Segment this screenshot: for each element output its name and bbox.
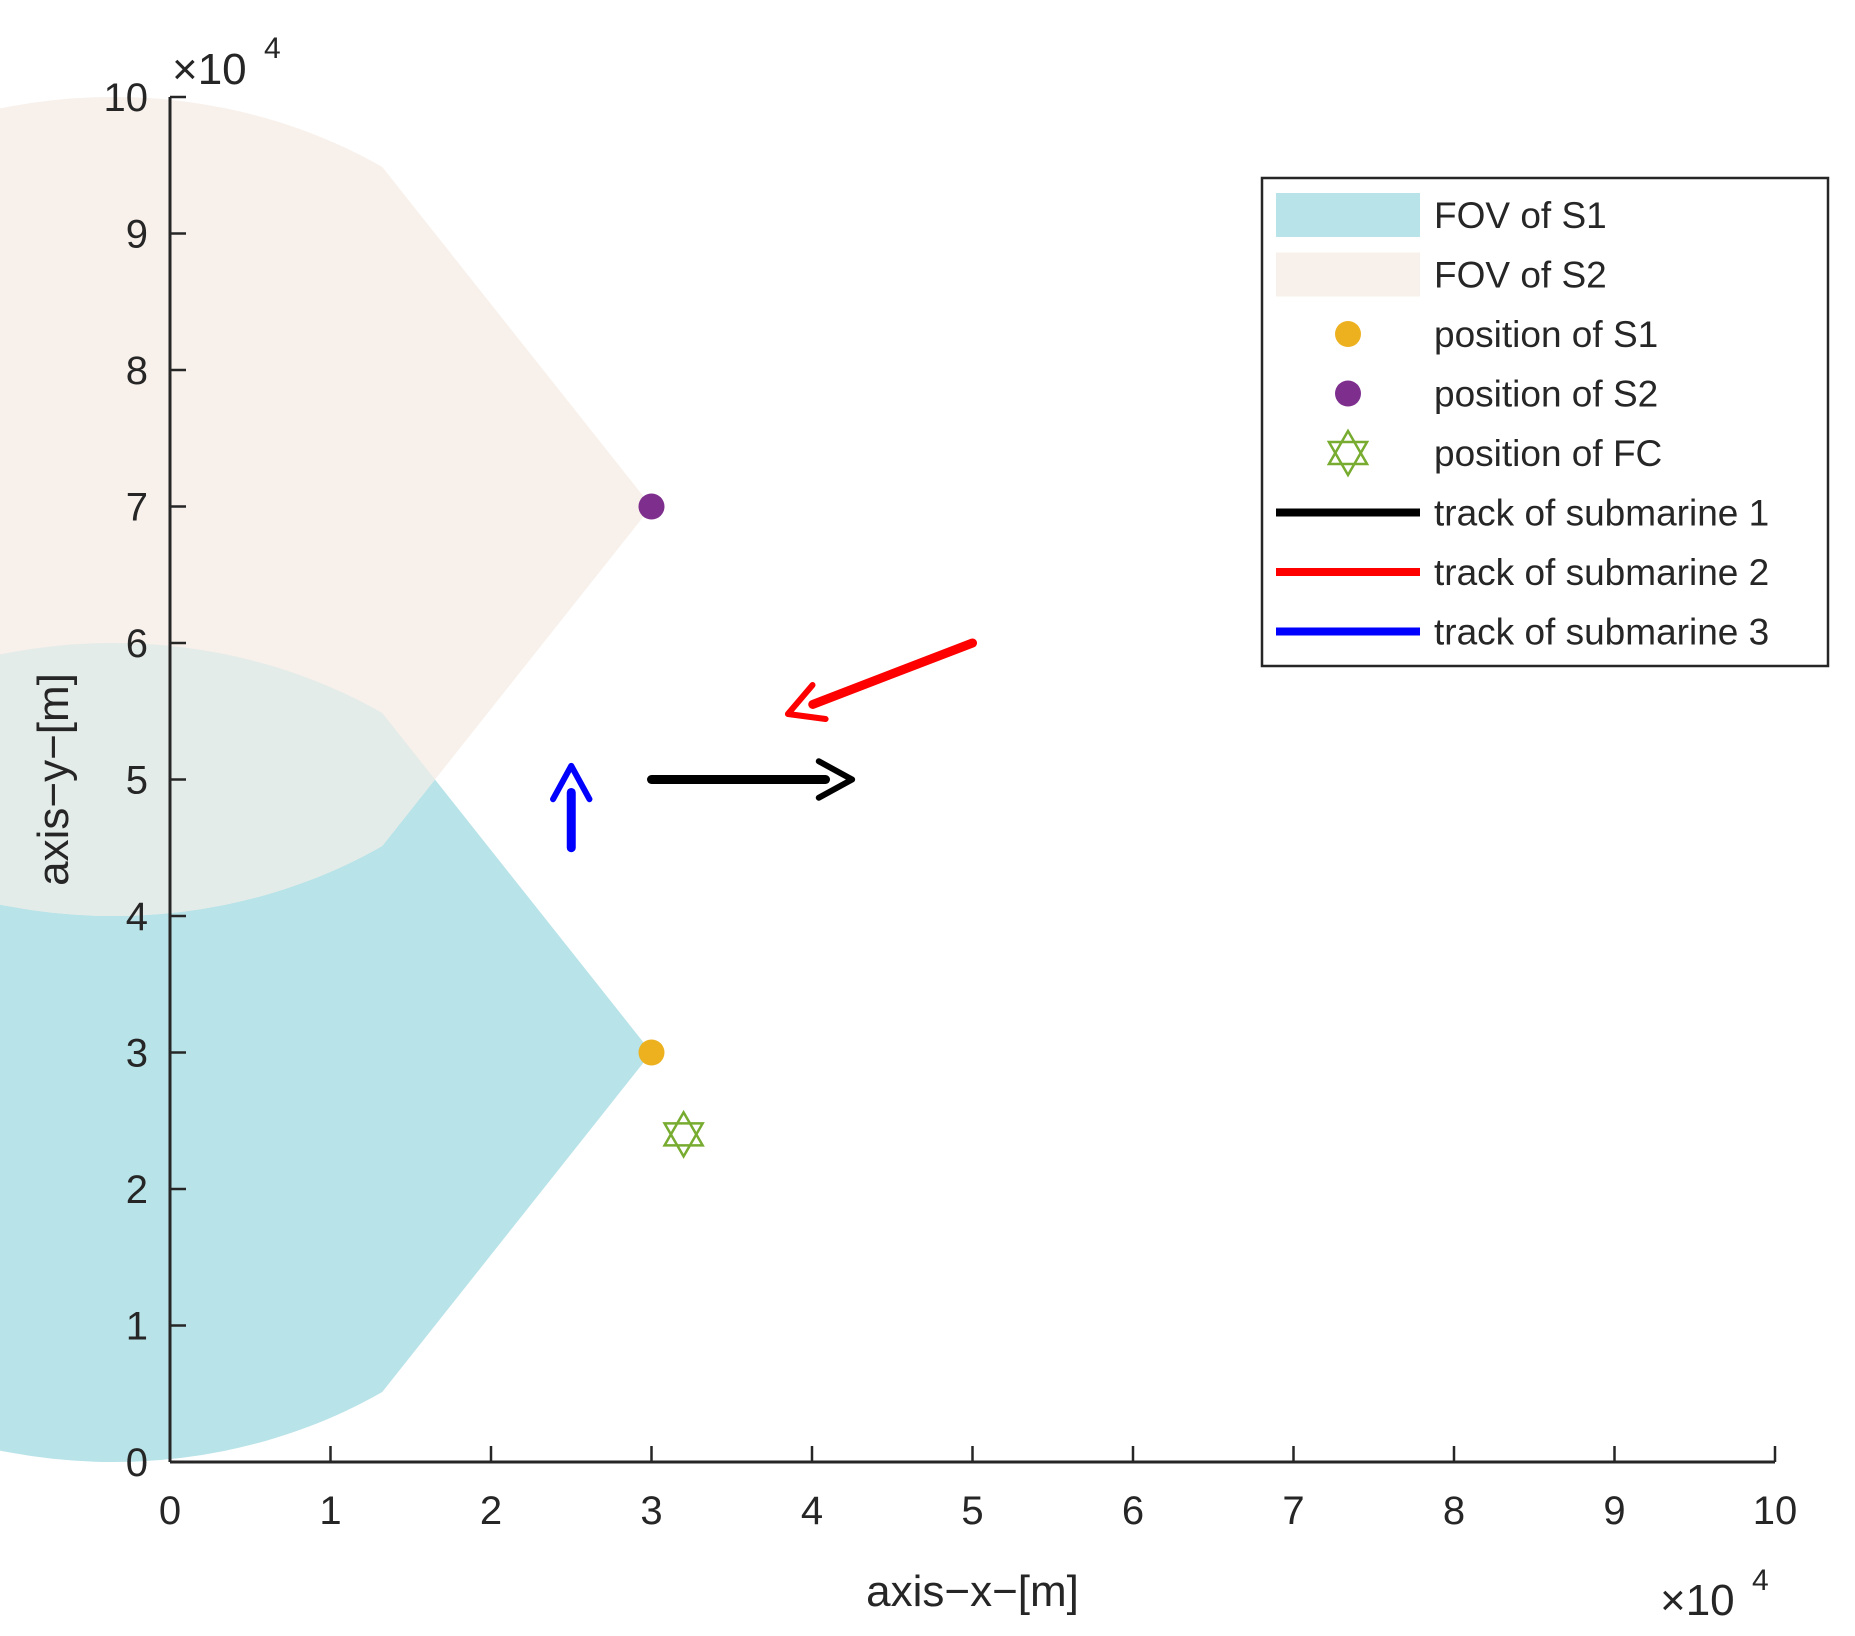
y-tick-label: 4 — [126, 895, 148, 939]
x-tick-label: 7 — [1282, 1489, 1304, 1533]
legend-swatch — [1276, 193, 1420, 237]
x-tick-label: 0 — [159, 1489, 181, 1533]
x-tick-label: 9 — [1603, 1489, 1625, 1533]
legend-item: FOV of S1 — [1276, 193, 1607, 237]
legend-item: FOV of S2 — [1276, 252, 1607, 297]
x-exponent-base: ×10 — [1660, 1576, 1735, 1625]
track-line-submarine-2 — [808, 638, 977, 709]
legend-label: track of submarine 3 — [1434, 612, 1769, 653]
x-axis-label: axis−x−[m] — [866, 1567, 1079, 1616]
legend-label: position of S2 — [1434, 374, 1658, 415]
x-tick-label: 3 — [640, 1489, 662, 1533]
x-axis-exponent: ×10 4 — [1660, 1564, 1769, 1625]
y-tick-label: 2 — [126, 1168, 148, 1212]
track-arrowhead-submarine-1 — [815, 758, 856, 801]
legend-item: track of submarine 2 — [1276, 552, 1769, 593]
legend-swatch — [1276, 252, 1420, 297]
x-tick-label: 5 — [961, 1489, 983, 1533]
y-tick-label: 8 — [126, 349, 148, 393]
legend-marker-hexagram-tri-down — [1326, 440, 1370, 478]
y-tick-label: 1 — [126, 1305, 148, 1349]
position-of-fc-marker-tri-up — [662, 1109, 705, 1147]
ticks: 0 1 2 3 4 5 6 7 8 9 10 0 1 2 3 4 5 6 7 8 9 10 — [104, 76, 1798, 1533]
track-arrowhead-submarine-3 — [550, 762, 593, 803]
legend-label: position of S1 — [1434, 314, 1658, 355]
position-of-s1-marker — [638, 1039, 665, 1066]
position-of-fc-marker — [662, 1109, 705, 1159]
y-exponent-power: 4 — [264, 32, 281, 65]
x-tick-label: 2 — [480, 1489, 502, 1533]
x-tick-label: 10 — [1753, 1489, 1798, 1533]
position-of-s2-marker — [638, 493, 665, 520]
y-axis-label: axis−y−[m] — [29, 673, 78, 886]
y-tick-label: 5 — [126, 759, 148, 803]
legend-item: track of submarine 1 — [1276, 493, 1769, 534]
y-tick-label: 9 — [126, 213, 148, 257]
legend-label: FOV of S1 — [1434, 195, 1607, 236]
y-tick-label: 0 — [126, 1441, 148, 1485]
x-exponent-power: 4 — [1752, 1564, 1769, 1597]
legend-label: track of submarine 2 — [1434, 552, 1769, 593]
x-tick-label: 1 — [319, 1489, 341, 1533]
legend-item: position of S1 — [1335, 314, 1658, 355]
y-axis-exponent: ×10 4 — [172, 32, 281, 94]
legend-label: position of FC — [1434, 433, 1662, 474]
y-tick-label: 6 — [126, 622, 148, 666]
track-arrowhead-submarine-2 — [784, 682, 829, 723]
x-tick-label: 8 — [1443, 1489, 1465, 1533]
legend-label: FOV of S2 — [1434, 255, 1607, 296]
legend-item: position of FC — [1326, 428, 1662, 478]
y-tick-label: 7 — [126, 486, 148, 530]
legend-marker — [1335, 380, 1361, 407]
legend: FOV of S1 FOV of S2 position of S1 position… — [1260, 176, 1830, 668]
legend-item: position of S2 — [1335, 374, 1658, 415]
x-tick-label: 6 — [1122, 1489, 1144, 1533]
legend-item: track of submarine 3 — [1276, 612, 1769, 653]
y-tick-label: 10 — [104, 76, 149, 120]
y-tick-label: 3 — [126, 1032, 148, 1076]
legend-label: track of submarine 1 — [1434, 493, 1769, 534]
legend-marker — [1335, 321, 1361, 347]
legend-marker-hexagram-tri-up — [1326, 428, 1370, 466]
y-exponent-base: ×10 — [172, 45, 247, 94]
legend-marker-hexagram — [1326, 428, 1370, 478]
position-of-fc-marker-tri-down — [662, 1122, 705, 1159]
plot-area — [0, 97, 977, 1462]
x-tick-label: 4 — [801, 1489, 823, 1533]
